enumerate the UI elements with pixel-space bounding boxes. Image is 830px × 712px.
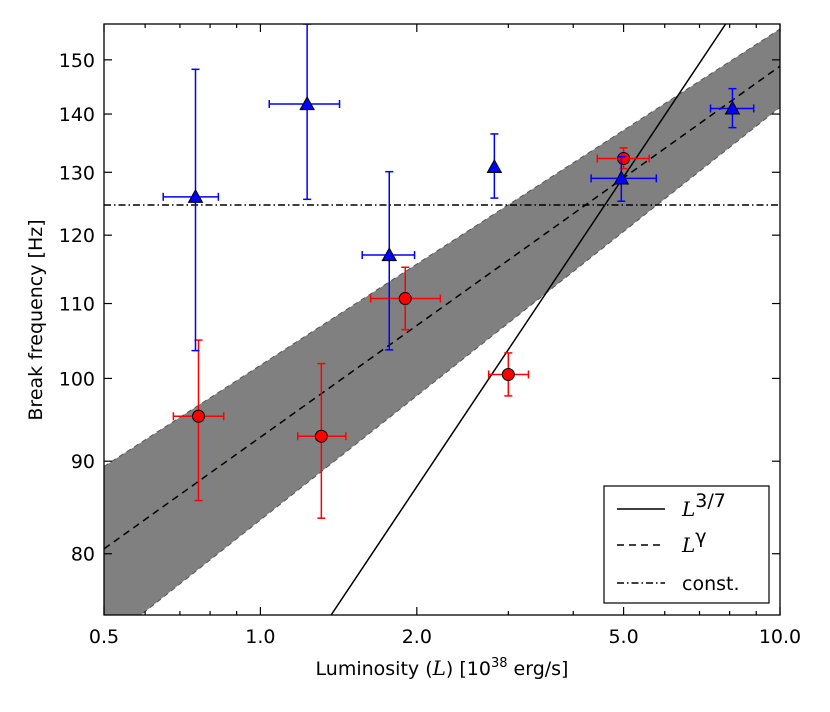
- y-tick-label: 90: [71, 451, 95, 473]
- plot-frame: [103, 23, 781, 616]
- y-tick-label: 120: [59, 225, 95, 247]
- legend-label-l37: L3/7: [681, 490, 726, 521]
- data-point-triangle: [187, 188, 204, 203]
- x-axis-title: Luminosity (L) [1038 erg/s]: [316, 656, 569, 680]
- data-point-circle: [398, 292, 412, 306]
- legend-label-const: const.: [682, 573, 740, 595]
- data-point-triangle: [724, 100, 741, 115]
- y-tick-label: 130: [59, 162, 95, 184]
- y-tick-label: 150: [59, 50, 95, 72]
- y-axis-title: Break frequency [Hz]: [25, 219, 47, 420]
- legend: L3/7 Lγ const.: [603, 485, 770, 604]
- fit-line-dashed: [104, 65, 780, 550]
- data-point-triangle: [613, 170, 630, 185]
- data-point-triangle: [486, 158, 503, 173]
- data-point-triangle: [299, 95, 315, 111]
- data-point-circle: [191, 409, 205, 423]
- confidence-band: [104, 28, 780, 615]
- legend-label-lgamma: Lγ: [681, 526, 707, 557]
- data-point-circle: [501, 367, 515, 381]
- y-tick-label: 140: [59, 104, 95, 126]
- x-tick-label: 2.0: [402, 626, 432, 648]
- y-tick-label: 80: [71, 544, 95, 566]
- x-tick-label: 0.5: [89, 626, 119, 648]
- data-point-circle: [617, 151, 631, 165]
- x-tick-label: 5.0: [608, 626, 638, 648]
- y-tick-label: 100: [59, 368, 95, 390]
- x-tick-label: 1.0: [245, 626, 275, 648]
- fit-line-solid: [330, 24, 727, 615]
- data-point-triangle: [381, 247, 398, 262]
- x-tick-label: 10.0: [759, 626, 801, 648]
- data-point-circle: [314, 429, 328, 443]
- y-tick-label: 110: [59, 294, 95, 316]
